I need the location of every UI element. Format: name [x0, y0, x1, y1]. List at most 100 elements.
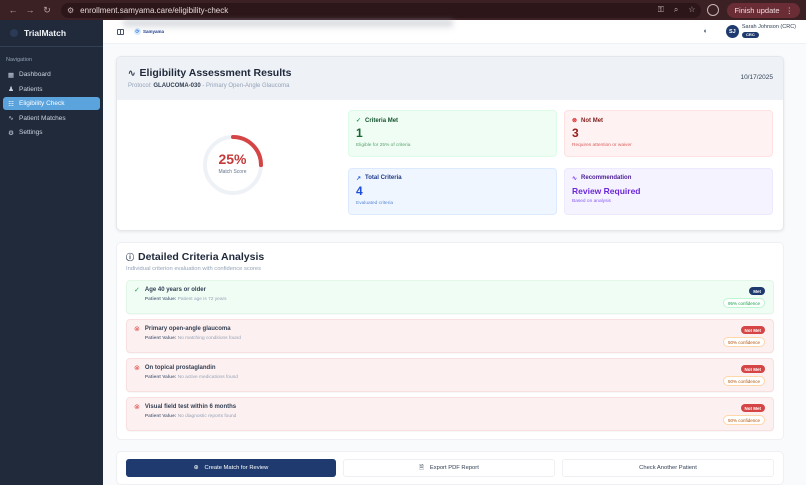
patient-value-label: Patient Value: — [144, 297, 177, 302]
criterion-row[interactable]: ⊗ On topical prostaglandin Patient Value… — [126, 358, 774, 392]
sidebar-item-label: Eligibility Check — [19, 100, 65, 107]
x-circle-icon: ⊗ — [134, 326, 140, 333]
stat-title: Not Met — [581, 117, 604, 124]
clipboard-icon: ☷ — [8, 100, 14, 108]
back-icon[interactable]: ← — [8, 5, 18, 15]
button-label: Create Match for Review — [204, 465, 269, 471]
file-icon: 🗎 — [419, 465, 424, 471]
avatar[interactable]: SJ — [725, 25, 739, 38]
patient-value-label: Patient Value: — [144, 414, 177, 419]
sidebar-item-label: Patient Matches — [19, 114, 66, 122]
stat-title: Criteria Met — [365, 117, 399, 124]
check-circle-icon: ✓ — [356, 118, 362, 124]
user-name: Sarah Johnson (CRC) — [741, 24, 796, 31]
more-vert-icon: ⋮ — [785, 5, 794, 15]
sidebar-item-patient-matches[interactable]: ∿ Patient Matches — [3, 112, 100, 125]
x-circle-icon: ⊗ — [572, 118, 578, 124]
stat-subtitle: Requires attention or waiver — [572, 143, 632, 148]
brand: TrialMatch — [0, 20, 103, 47]
zoom-icon[interactable]: ⌕ — [673, 5, 679, 14]
grid-icon: ▦ — [7, 71, 15, 79]
criterion-name: Visual field test within 6 months — [144, 404, 237, 410]
confidence-badge: 50% confidence — [722, 376, 765, 386]
sidebar-item-settings[interactable]: ⚙ Settings — [3, 126, 100, 139]
assessment-date: 10/17/2025 — [740, 74, 773, 81]
not-met-card: ⊗ Not Met 3 Requires attention or waiver — [564, 110, 773, 157]
role-badge: CRC — [741, 31, 759, 38]
users-icon: ♟ — [8, 86, 14, 93]
trending-up-icon: ↗ — [356, 175, 362, 182]
criterion-name: Age 40 years or older — [144, 287, 206, 293]
plus-circle-icon: ⊕ — [193, 465, 199, 471]
status-badge: Met — [749, 287, 765, 295]
export-pdf-button[interactable]: 🗎 Export PDF Report — [343, 459, 555, 477]
stat-title: Recommendation — [581, 175, 632, 181]
create-match-button[interactable]: ⊕ Create Match for Review — [126, 459, 336, 477]
sidebar-item-label: Dashboard — [19, 71, 51, 78]
profile-icon[interactable] — [707, 4, 720, 16]
actions-bar: ⊕ Create Match for Review 🗎 Export PDF R… — [116, 451, 784, 485]
stat-subtitle: Eligible for 25% of criteria — [356, 143, 411, 148]
brand-name: TrialMatch — [24, 28, 67, 38]
protocol-label: Protocol: — [128, 83, 152, 89]
activity-icon: ∿ — [572, 175, 578, 182]
url-text[interactable]: enrollment.samyama.care/eligibility-chec… — [80, 5, 229, 15]
theme-toggle-icon[interactable]: ◐ — [703, 28, 708, 35]
patient-value-label: Patient Value: — [144, 336, 177, 341]
finish-update-label: Finish update — [734, 5, 780, 15]
patient-value: No matching conditions found — [177, 336, 241, 341]
criterion-name: On topical prostaglandin — [144, 365, 216, 371]
stat-value: 3 — [572, 126, 579, 140]
site-settings-icon[interactable]: ⚙ — [67, 5, 75, 15]
forward-icon[interactable]: → — [25, 5, 35, 15]
stat-value: Review Required — [572, 185, 641, 196]
status-badge: Not Met — [740, 326, 765, 334]
topbar-shadow — [123, 20, 453, 30]
logo-icon — [10, 29, 18, 37]
address-bar[interactable]: ⚙ enrollment.samyama.care/eligibility-ch… — [61, 2, 702, 18]
nav-section-label: Navigation — [6, 57, 32, 63]
sidebar-toggle-icon[interactable] — [117, 28, 124, 35]
results-header: ∿ Eligibility Assessment Results Protoco… — [117, 57, 783, 100]
x-circle-icon: ⊗ — [134, 404, 140, 411]
match-score-label: Match Score — [218, 169, 247, 175]
stat-subtitle: Based on analysis — [572, 198, 611, 204]
score-ring-icon — [202, 135, 263, 195]
gear-icon: ⚙ — [8, 129, 14, 137]
reload-icon[interactable]: ↻ — [43, 4, 51, 15]
results-title: ∿ Eligibility Assessment Results — [128, 67, 291, 79]
sidebar-item-label: Patients — [19, 85, 43, 93]
sidebar-item-patients[interactable]: ♟ Patients — [3, 83, 100, 96]
stat-value: 1 — [356, 126, 363, 140]
confidence-badge: 50% confidence — [722, 337, 765, 347]
protocol-name: - Primary Open-Angle Glaucoma — [202, 83, 290, 89]
check-circle-icon: ✓ — [134, 287, 140, 294]
criterion-row[interactable]: ✓ Age 40 years or older Patient Value: P… — [126, 280, 774, 314]
stat-subtitle: Evaluated criteria — [356, 200, 394, 206]
key-icon[interactable]: ⚿ — [657, 5, 664, 14]
org-name: Samyama — [143, 29, 165, 34]
org-switcher[interactable]: ⟳ Samyama — [134, 28, 164, 35]
browser-toolbar: ← → ↻ ⚙ enrollment.samyama.care/eligibil… — [0, 0, 806, 20]
criterion-name: Primary open-angle glaucoma — [144, 326, 231, 332]
star-icon[interactable]: ☆ — [688, 5, 696, 14]
user-menu[interactable]: Sarah Johnson (CRC) CRC — [741, 24, 796, 38]
sidebar-item-label: Settings — [19, 129, 43, 136]
patient-value: Patient age is 72 years — [177, 297, 227, 302]
topbar: ⟳ Samyama ◐ SJ Sarah Johnson (CRC) CRC — [103, 20, 806, 44]
finish-update-button[interactable]: Finish update ⋮ — [727, 2, 800, 18]
total-criteria-card: ↗ Total Criteria 4 Evaluated criteria — [348, 167, 557, 215]
match-score-gauge: 25% Match Score — [117, 110, 348, 220]
sidebar-item-eligibility-check[interactable]: ☷ Eligibility Check — [3, 97, 100, 110]
x-circle-icon: ⊗ — [134, 365, 140, 372]
section-title: Detailed Criteria Analysis — [138, 251, 265, 263]
status-badge: Not Met — [740, 404, 765, 412]
protocol-line: Protocol: GLAUCOMA-030 - Primary Open-An… — [128, 83, 291, 89]
check-another-patient-button[interactable]: Check Another Patient — [562, 459, 774, 477]
sidebar: TrialMatch Navigation ▦ Dashboard ♟ Pati… — [0, 20, 103, 485]
criterion-row[interactable]: ⊗ Primary open-angle glaucoma Patient Va… — [126, 319, 774, 353]
stat-title: Total Criteria — [365, 175, 402, 181]
criterion-row[interactable]: ⊗ Visual field test within 6 months Pati… — [126, 397, 774, 431]
detail-subtitle: Individual criterion evaluation with con… — [126, 266, 262, 272]
sidebar-item-dashboard[interactable]: ▦ Dashboard — [3, 68, 100, 81]
